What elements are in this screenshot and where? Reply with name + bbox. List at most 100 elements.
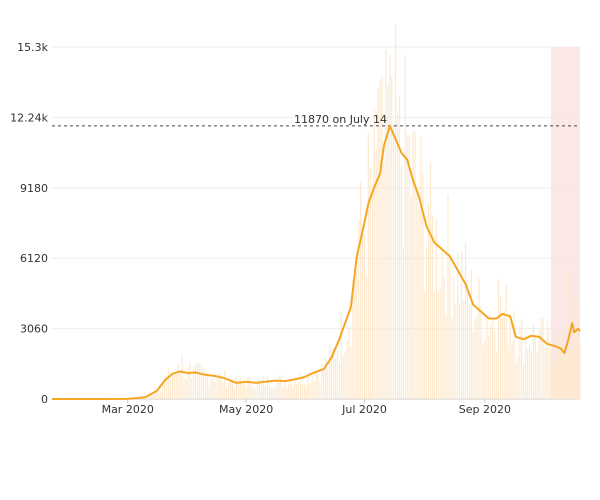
daily-bar — [196, 362, 199, 399]
daily-bar — [577, 315, 579, 399]
x-tick-label: Sep 2020 — [459, 403, 511, 416]
daily-bar — [363, 234, 366, 399]
daily-bar — [464, 241, 467, 399]
daily-bar — [202, 368, 205, 399]
daily-bar — [198, 363, 201, 399]
daily-bar — [328, 345, 331, 399]
daily-bar — [556, 364, 558, 399]
daily-bar — [484, 340, 486, 399]
daily-bar — [400, 166, 403, 399]
daily-bar — [439, 288, 441, 399]
daily-bar — [517, 358, 519, 399]
daily-bar — [408, 134, 410, 400]
daily-bar — [404, 54, 406, 400]
daily-bar — [396, 112, 399, 399]
reference-label: 11870 on July 14 — [294, 113, 387, 126]
daily-bar — [530, 351, 533, 399]
daily-bar — [348, 327, 350, 399]
daily-bar — [459, 303, 461, 399]
x-tick-label: Mar 2020 — [102, 403, 154, 416]
daily-bar — [573, 325, 575, 399]
daily-bar — [233, 388, 236, 399]
daily-bar — [398, 95, 401, 400]
daily-bar — [239, 376, 241, 399]
daily-bar — [175, 373, 177, 399]
daily-bar — [394, 24, 397, 400]
daily-bar — [453, 276, 455, 399]
daily-bar — [365, 276, 368, 399]
daily-bar — [292, 387, 294, 399]
daily-bar — [493, 330, 496, 399]
daily-bar — [171, 375, 173, 399]
daily-bar — [548, 329, 550, 399]
daily-bar — [389, 55, 391, 400]
daily-bar — [377, 88, 379, 399]
daily-bar — [212, 378, 214, 399]
daily-bar — [422, 174, 424, 399]
daily-bar — [266, 376, 269, 399]
daily-bar — [187, 367, 189, 399]
daily-bar — [220, 372, 222, 399]
daily-bar — [251, 385, 253, 399]
daily-bar — [497, 279, 500, 399]
daily-bar — [480, 306, 482, 399]
daily-bar — [447, 194, 449, 399]
daily-bar — [167, 368, 170, 399]
daily-bar — [235, 375, 238, 399]
daily-bar — [243, 382, 245, 399]
y-tick-label: 6120 — [20, 252, 48, 265]
daily-bar — [381, 76, 383, 399]
daily-bar — [247, 377, 249, 399]
daily-bar — [360, 181, 362, 399]
daily-bar — [156, 391, 158, 399]
daily-bar — [451, 318, 453, 399]
daily-bar — [189, 362, 191, 399]
daily-bar — [561, 330, 564, 399]
daily-bar — [544, 348, 546, 399]
daily-bar — [206, 373, 208, 399]
daily-bar — [224, 369, 226, 399]
daily-bar — [387, 83, 389, 399]
daily-bar — [542, 316, 544, 399]
daily-bar — [472, 331, 474, 399]
daily-bar — [216, 378, 218, 399]
daily-bar — [358, 219, 360, 399]
daily-bar — [429, 161, 432, 399]
daily-bar — [371, 192, 373, 399]
daily-bar — [511, 341, 513, 399]
daily-bar — [528, 345, 531, 399]
daily-bar — [336, 350, 338, 399]
daily-bar — [418, 206, 420, 399]
y-tick-label: 15.3k — [17, 41, 48, 54]
daily-bar — [222, 382, 224, 399]
daily-bar — [261, 379, 263, 399]
daily-bar — [499, 297, 502, 399]
y-tick-label: 0 — [41, 393, 48, 406]
daily-bar — [445, 315, 447, 399]
daily-bar — [375, 148, 377, 399]
daily-bar — [253, 389, 255, 399]
daily-bar — [307, 372, 309, 399]
daily-bar — [379, 78, 381, 400]
daily-bar — [290, 380, 292, 399]
daily-bar — [435, 219, 437, 399]
daily-bar — [420, 136, 422, 399]
daily-bar — [393, 123, 395, 399]
daily-bar — [303, 383, 305, 399]
daily-bar — [579, 344, 581, 399]
daily-bar — [160, 391, 162, 399]
daily-bar — [177, 363, 179, 399]
daily-bar — [338, 361, 340, 399]
daily-bar — [204, 371, 206, 399]
daily-bar — [210, 379, 212, 399]
daily-bar — [327, 368, 329, 399]
daily-bar — [412, 131, 414, 400]
daily-bar — [538, 329, 540, 399]
daily-bar — [183, 377, 185, 399]
daily-bar — [383, 165, 385, 399]
daily-bar — [519, 325, 521, 399]
daily-bar — [257, 379, 259, 399]
daily-bar — [294, 381, 296, 399]
